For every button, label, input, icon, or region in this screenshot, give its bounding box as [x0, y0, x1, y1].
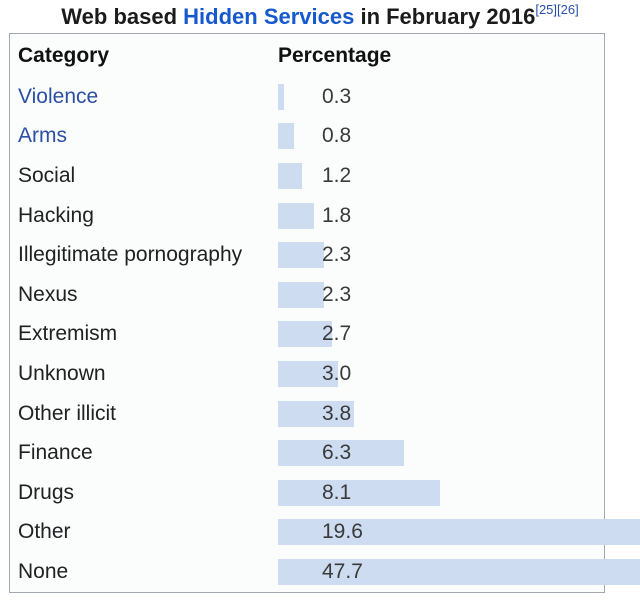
table-row: Drugs 8.1 [10, 473, 604, 513]
percentage-value: 0.3 [322, 84, 352, 108]
percentage-cell: 6.3 [278, 433, 604, 473]
table-row: Illegitimate pornography 2.3 [10, 235, 604, 275]
category-link[interactable]: Violence [18, 84, 99, 108]
percentage-cell: 3.0 [278, 354, 604, 394]
category-label: Illegitimate pornography [18, 243, 243, 267]
chart-title: Web based Hidden Services in February 20… [0, 0, 640, 33]
category-cell: None [10, 552, 278, 592]
percentage-bar [278, 479, 440, 506]
table-row: None 47.7 [10, 552, 640, 592]
percentage-value: 19.6 [322, 520, 363, 544]
category-label: Unknown [18, 361, 106, 385]
percentage-value: 2.7 [322, 322, 352, 346]
percentage-cell: 2.7 [278, 315, 604, 355]
category-cell: Other [10, 513, 278, 553]
category-link[interactable]: Arms [18, 124, 67, 148]
category-label: Other illicit [18, 401, 117, 425]
percentage-bar [278, 519, 640, 546]
percentage-bar [278, 321, 332, 348]
percentage-cell: 2.3 [278, 235, 604, 275]
category-label: Drugs [18, 480, 75, 504]
category-cell: Unknown [10, 354, 278, 394]
percentage-bar [278, 360, 338, 387]
table-row: Violence 0.3 [10, 77, 604, 117]
category-label: Hacking [18, 203, 94, 227]
category-cell: Social [10, 156, 278, 196]
percentage-value: 2.3 [322, 243, 352, 267]
percentage-value: 6.3 [322, 441, 352, 465]
category-cell: Extremism [10, 315, 278, 355]
percentage-bar [278, 162, 302, 189]
percentage-bar [278, 400, 354, 427]
category-cell: Nexus [10, 275, 278, 315]
percentage-bar [278, 123, 294, 150]
percentage-cell: 0.8 [278, 117, 604, 157]
category-cell: Finance [10, 433, 278, 473]
percentage-cell: 0.3 [278, 77, 604, 117]
table-row: Other illicit 3.8 [10, 394, 604, 434]
table-row: Hacking 1.8 [10, 196, 604, 236]
percentage-bar [278, 242, 324, 269]
table-body: Violence 0.3 Arms 0.8 Social 1.2 Hacking 1.8 Ill… [10, 77, 640, 592]
category-cell: Other illicit [10, 394, 278, 434]
percentage-value: 8.1 [322, 480, 352, 504]
category-label: Social [18, 163, 76, 187]
category-label: None [18, 559, 69, 583]
title-link-hidden-services[interactable]: Hidden Services [183, 3, 355, 29]
percentage-cell: 2.3 [278, 275, 604, 315]
percentage-value: 3.0 [322, 361, 352, 385]
percentage-cell: 3.8 [278, 394, 604, 434]
percentage-value: 3.8 [322, 401, 352, 425]
category-label: Other [18, 520, 71, 544]
percentage-cell: 1.8 [278, 196, 604, 236]
category-cell: Violence [10, 77, 278, 117]
percentage-value: 1.2 [322, 163, 352, 187]
category-cell: Hacking [10, 196, 278, 236]
percentage-value: 2.3 [322, 282, 352, 306]
percentage-bar [278, 281, 324, 308]
percentage-cell: 19.6 [278, 513, 640, 553]
table-row: Unknown 3.0 [10, 354, 604, 394]
percentage-value: 1.8 [322, 203, 352, 227]
citation-group: [25][26] [535, 2, 578, 17]
percentage-bar [278, 558, 640, 585]
table-header-row: Category Percentage [10, 34, 604, 77]
citation-25-link[interactable]: [25] [535, 2, 558, 17]
percentage-value: 47.7 [322, 559, 363, 583]
percentage-bar [278, 83, 284, 110]
title-text-suffix: in February 2016 [354, 3, 536, 29]
table-row: Other 19.6 [10, 513, 640, 553]
column-header-category: Category [18, 43, 110, 67]
table-row: Social 1.2 [10, 156, 604, 196]
table-row: Arms 0.8 [10, 117, 604, 157]
citation-26-link[interactable]: [26] [557, 2, 579, 17]
category-cell: Illegitimate pornography [10, 235, 278, 275]
title-text-prefix: Web based [61, 3, 184, 29]
category-cell: Drugs [10, 473, 278, 513]
table-row: Nexus 2.3 [10, 275, 604, 315]
percentage-cell: 1.2 [278, 156, 604, 196]
hidden-services-table: Category Percentage Violence 0.3 Arms 0.8 So… [9, 33, 640, 593]
percentage-value: 0.8 [322, 124, 352, 148]
percentage-cell: 47.7 [278, 552, 640, 592]
category-cell: Arms [10, 117, 278, 157]
category-label: Finance [18, 441, 93, 465]
percentage-bar [278, 202, 314, 229]
table-row: Extremism 2.7 [10, 315, 604, 355]
category-label: Nexus [18, 282, 78, 306]
percentage-bar [278, 440, 404, 467]
category-label: Extremism [18, 322, 118, 346]
table-row: Finance 6.3 [10, 433, 604, 473]
percentage-cell: 8.1 [278, 473, 604, 513]
column-header-percentage: Percentage [278, 43, 392, 67]
